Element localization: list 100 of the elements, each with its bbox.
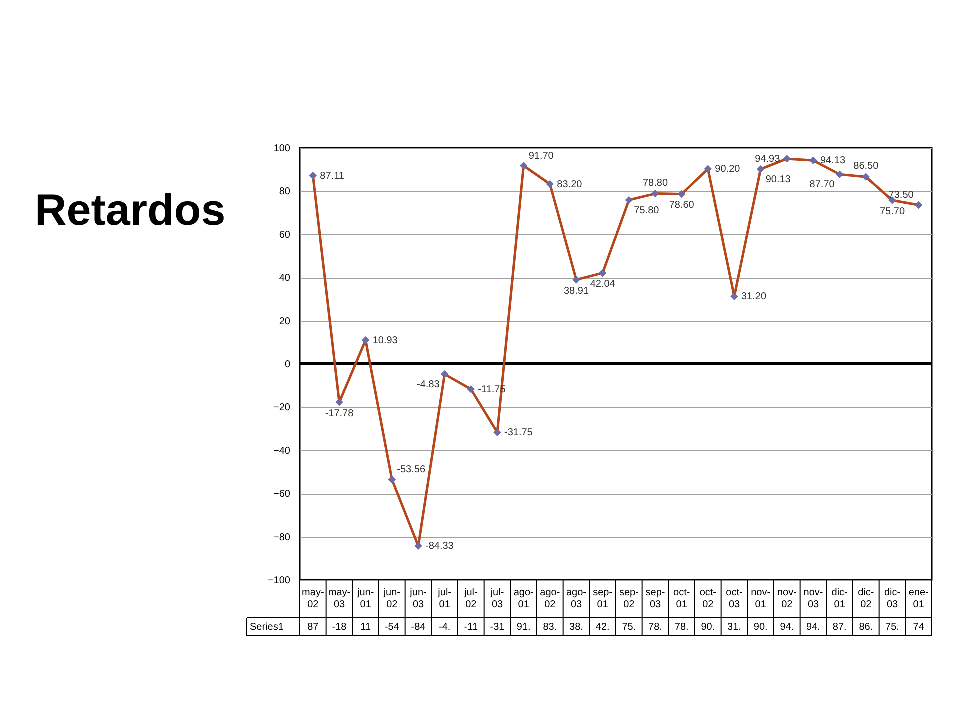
point — [388, 476, 396, 484]
text: -11 — [464, 622, 478, 633]
data-label: 94.13 — [820, 156, 846, 167]
data-label: -31.75 — [504, 428, 534, 439]
point — [572, 276, 580, 284]
y-tick-label: −100 — [268, 576, 291, 586]
text: 74 — [913, 622, 925, 633]
point — [652, 190, 660, 198]
point — [730, 292, 738, 300]
x-tick-label: jul-02 — [463, 588, 478, 610]
point — [756, 165, 765, 174]
data-label: 10.93 — [372, 335, 398, 346]
text: 75. — [886, 622, 900, 633]
point — [598, 269, 607, 278]
y-tick-label: 40 — [279, 273, 291, 284]
x-tick-label: jul-01 — [437, 588, 452, 610]
x-tick-label: dic-01 — [832, 588, 848, 610]
y-tick-label: −20 — [274, 402, 291, 414]
x-tick-label: sep-03 — [646, 588, 666, 610]
point — [546, 180, 554, 188]
x-tick-label: jul-03 — [490, 588, 504, 610]
text: -54 — [384, 622, 400, 633]
text: 11 — [360, 622, 372, 633]
text: 91. — [516, 622, 531, 633]
point — [704, 165, 712, 174]
data-label: 90.20 — [715, 164, 741, 176]
data-label: 73.50 — [888, 190, 914, 202]
y-tick-label: 60 — [279, 230, 291, 241]
x-tick-label: oct-02 — [700, 588, 717, 610]
text: 31. — [728, 622, 742, 633]
x-tick-label: ago-02 — [540, 588, 560, 610]
text: -84 — [411, 622, 426, 633]
data-label: 42.04 — [590, 279, 616, 290]
data-label: 87.70 — [810, 180, 836, 191]
point — [494, 428, 502, 436]
data-label: 94.93 — [755, 154, 781, 165]
point — [810, 156, 818, 165]
point — [783, 155, 792, 163]
text: 83. — [543, 622, 558, 633]
text: 75. — [622, 622, 636, 633]
point — [862, 173, 870, 182]
point — [836, 170, 844, 178]
y-tick-label: −60 — [274, 489, 291, 500]
x-tick-label: nov-03 — [804, 588, 824, 610]
x-tick-label: sep-01 — [593, 588, 613, 610]
x-tick-label: sep-02 — [619, 588, 639, 610]
y-tick-label: 0 — [284, 360, 291, 370]
data-label: 91.70 — [528, 150, 554, 162]
text: 78. — [648, 622, 662, 633]
text: 90. — [701, 622, 716, 633]
x-tick-label: dic-02 — [858, 588, 874, 610]
data-label: 78.60 — [669, 200, 695, 212]
text: 90. — [754, 622, 768, 633]
point — [678, 190, 686, 198]
point — [467, 386, 476, 394]
x-tick-label: may-03 — [328, 588, 351, 610]
y-tick-label: −40 — [274, 446, 291, 457]
data-label: 90.13 — [766, 174, 792, 186]
text: Retardos — [35, 186, 226, 235]
data-label: 75.80 — [634, 205, 660, 216]
x-tick-label: dic-03 — [884, 588, 901, 610]
data-label: 31.20 — [742, 292, 767, 303]
data-label: 78.80 — [642, 178, 668, 189]
data-label: -84.33 — [426, 541, 454, 552]
x-tick-label: ago-03 — [566, 588, 587, 610]
text: 86. — [859, 622, 874, 633]
x-tick-label: jun-01 — [356, 588, 374, 610]
data-label: 75.70 — [880, 206, 906, 218]
point — [625, 196, 634, 204]
text: 38. — [570, 622, 584, 633]
x-tick-label: nov-01 — [751, 588, 771, 610]
text: -18 — [332, 622, 348, 633]
data-label: -4.83 — [417, 379, 440, 390]
x-tick-label: oct-03 — [726, 588, 743, 610]
x-tick-label: jun-02 — [382, 588, 401, 610]
x-tick-label: nov-02 — [777, 588, 797, 610]
point — [914, 201, 923, 210]
data-label: -17.78 — [325, 408, 354, 420]
text: -31 — [490, 622, 506, 633]
y-tick-label: 100 — [274, 144, 291, 154]
point — [440, 370, 449, 378]
data-label: 87.11 — [320, 170, 345, 182]
data-label: 86.50 — [854, 161, 880, 172]
data-label: 38.91 — [564, 286, 590, 297]
y-tick-label: −80 — [274, 532, 291, 544]
text: -4. — [438, 622, 451, 633]
text: 87. — [832, 622, 847, 633]
x-tick-label: ene-01 — [908, 588, 929, 610]
x-tick-label: oct-01 — [673, 588, 690, 610]
text: 87 — [308, 622, 320, 633]
point — [309, 172, 318, 180]
x-tick-label: jun-03 — [409, 588, 427, 610]
point — [336, 398, 344, 406]
y-tick-label: 80 — [279, 186, 291, 198]
data-label: 83.20 — [557, 179, 583, 190]
y-tick-label: 20 — [279, 316, 291, 328]
text: 94. — [780, 622, 794, 633]
x-tick-label: may-02 — [302, 588, 324, 610]
text: 94. — [806, 622, 820, 633]
data-label: -53.56 — [397, 464, 426, 476]
